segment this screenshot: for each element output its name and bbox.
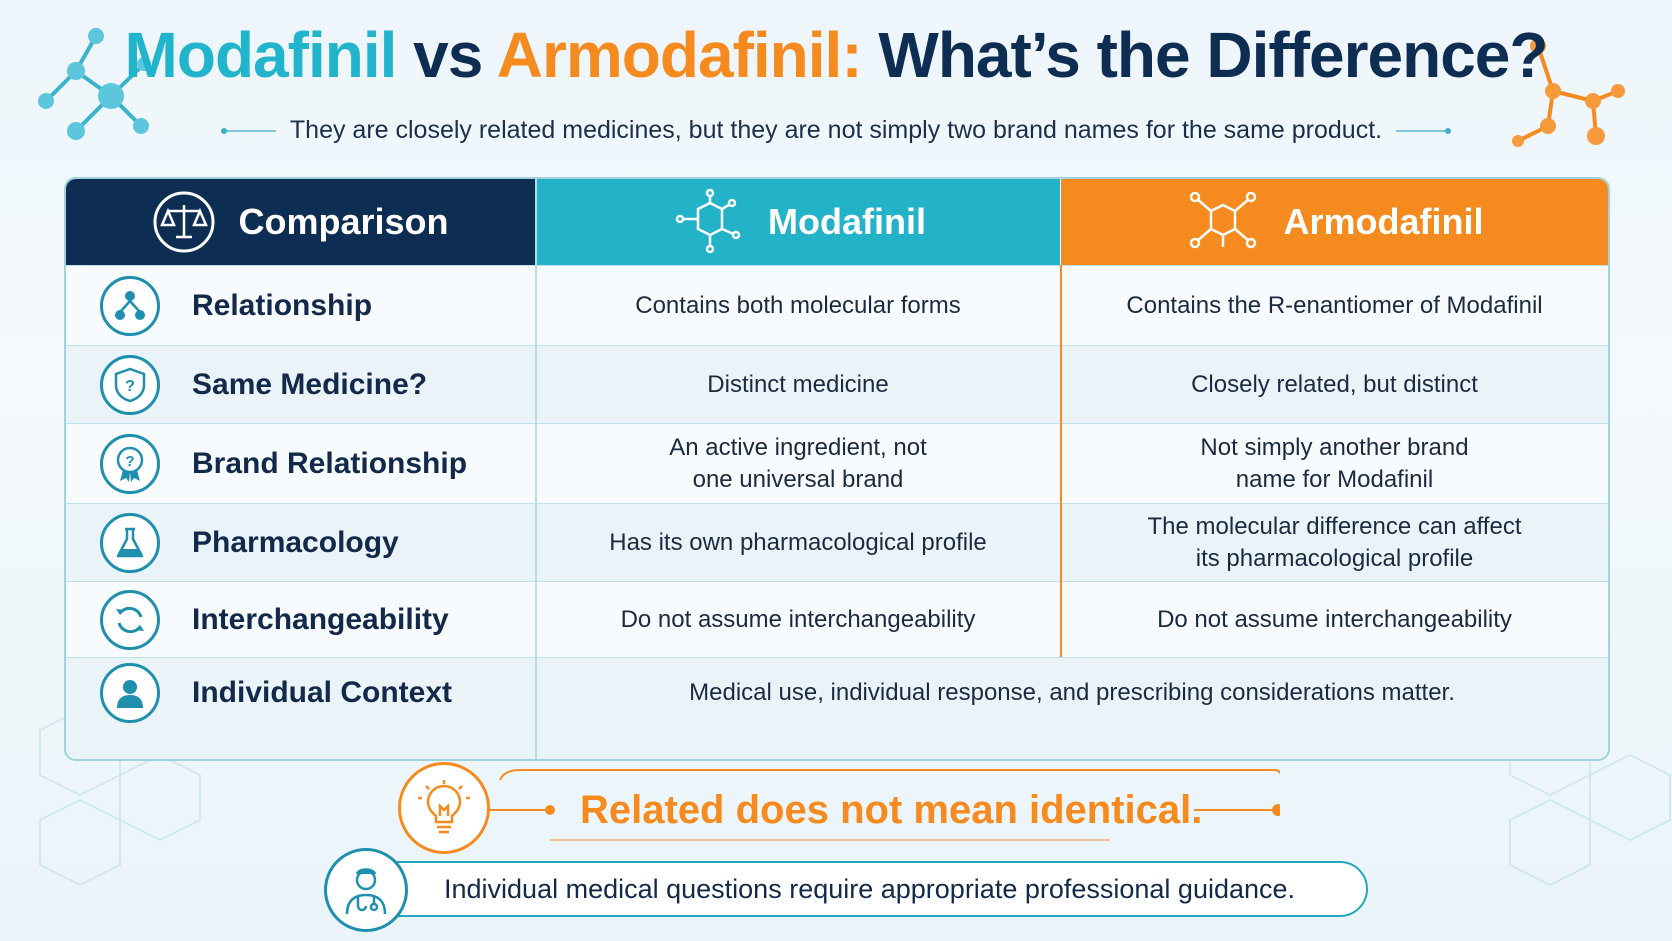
table-row-same-medicine: ? Same Medicine? Distinct medicine Close… [66, 345, 1608, 424]
cell-modafinil: Distinct medicine [707, 371, 889, 398]
scales-icon [153, 191, 215, 253]
table-row-individual-context: Individual Context Medical use, individu… [66, 657, 1608, 759]
title-question: What’s the Difference? [861, 19, 1548, 91]
doctor-icon [324, 848, 408, 932]
subtitle-line-left [220, 127, 276, 134]
tagline-callout: Related does not mean identical. [398, 762, 1280, 858]
row-label: Individual Context [192, 676, 453, 709]
table-row-pharmacology: Pharmacology Has its own pharmacological… [66, 503, 1608, 582]
cell-armodafinil: Contains the R-enantiomer of Modafinil [1126, 292, 1543, 319]
row-label: Same Medicine? [192, 368, 428, 401]
cell-modafinil: Has its own pharmacological profile [609, 529, 987, 556]
header-modafinil-label: Modafinil [768, 201, 926, 242]
cell-armodafinil: Closely related, but distinct [1191, 371, 1478, 398]
cell-armodafinil: The molecular difference can affect its … [1147, 513, 1522, 572]
header-comparison: Comparison [66, 179, 535, 265]
cycle-arrows-icon [100, 590, 160, 650]
lightbulb-icon [398, 762, 490, 854]
cell-modafinil: Contains both molecular forms [635, 292, 961, 319]
title-modafinil: Modafinil [124, 19, 398, 91]
row-label: Pharmacology [192, 526, 399, 559]
guidance-box [364, 861, 1368, 917]
orange-molecule-decoration [1512, 38, 1625, 147]
teal-molecule-decoration [38, 28, 151, 140]
column-divider-orange [1060, 265, 1062, 657]
column-divider [535, 179, 537, 759]
table-row-interchangeability: Interchangeability Do not assume interch… [66, 581, 1608, 658]
row-label-cell: Relationship [66, 266, 535, 346]
molecule-icon [1190, 191, 1257, 249]
guidance-callout: Individual medical questions require app… [324, 848, 1372, 938]
molecule-icon [675, 189, 741, 254]
row-label-cell: Pharmacology [66, 504, 535, 582]
row-label-cell: Interchangeability [66, 582, 535, 658]
svg-text:?: ? [125, 453, 134, 470]
title-armodafinil: Armodafinil: [496, 19, 863, 91]
header-modafinil: Modafinil [536, 179, 1060, 265]
row-label: Brand Relationship [192, 447, 468, 480]
title-vs: vs [396, 19, 497, 91]
header-armodafinil: Armodafinil [1061, 179, 1608, 265]
subtitle: They are closely related medicines, but … [289, 116, 1383, 144]
flask-icon [100, 513, 160, 573]
cell-modafinil: An active ingredient, not one universal … [669, 434, 927, 493]
row-label: Relationship [192, 289, 373, 322]
cell-modafinil: Do not assume interchangeability [620, 606, 976, 633]
header-armodafinil-label: Armodafinil [1283, 201, 1484, 242]
guidance-text: Individual medical questions require app… [444, 874, 1296, 904]
row-label-cell: Individual Context [66, 658, 535, 728]
tagline: Related does not mean identical. [580, 788, 1203, 832]
page-title: Modafinil vs Armodafinil: What’s the Dif… [0, 18, 1672, 92]
cell-armodafinil: Not simply another brand name for Modafi… [1200, 434, 1469, 493]
comparison-table: Comparison Modafinil [64, 177, 1610, 761]
cell-armodafinil: Do not assume interchangeability [1157, 606, 1512, 633]
svg-text:?: ? [125, 378, 135, 395]
header-comparison-label: Comparison [238, 201, 449, 242]
tagline-connector [490, 769, 1280, 841]
person-icon [100, 663, 160, 723]
row-label-cell: ? Brand Relationship [66, 424, 535, 504]
row-label: Interchangeability [192, 603, 449, 636]
table-row-relationship: Relationship Contains both molecular for… [66, 265, 1608, 346]
cell-combined: Medical use, individual response, and pr… [689, 679, 1455, 706]
subtitle-line-right [1396, 127, 1452, 134]
row-label-cell: ? Same Medicine? [66, 346, 535, 424]
table-row-brand-relationship: ? Brand Relationship An active ingredien… [66, 423, 1608, 504]
subtitle-row: They are closely related medicines, but … [0, 116, 1672, 145]
shield-question-icon: ? [100, 355, 160, 415]
hierarchy-icon [100, 276, 160, 336]
badge-question-icon: ? [100, 434, 160, 494]
